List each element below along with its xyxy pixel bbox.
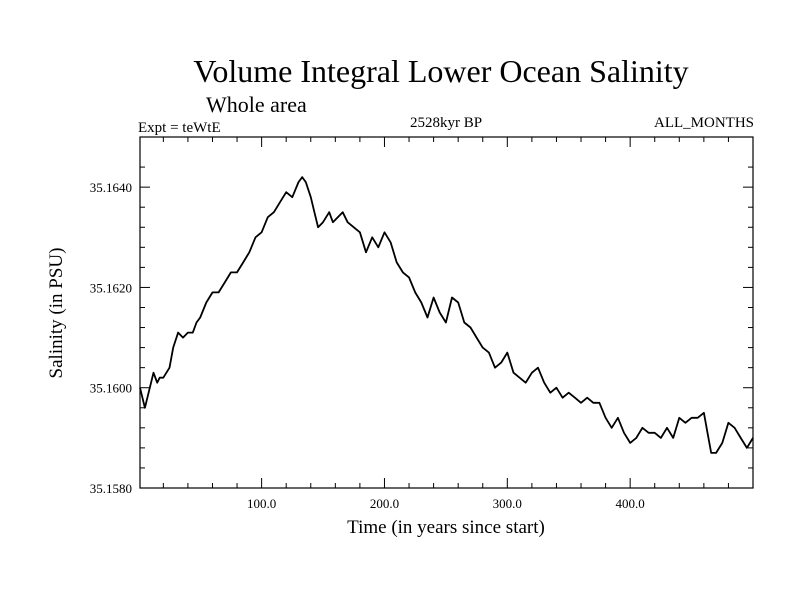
chart-subtitle: Whole area: [206, 92, 307, 117]
experiment-label: Expt = teWtE: [138, 120, 221, 136]
y-tick-label: 35.1580: [90, 481, 132, 496]
plot-frame: [139, 136, 754, 489]
x-tick-label: 400.0: [616, 496, 645, 511]
period-label: 2528kyr BP: [410, 115, 482, 131]
months-label: ALL_MONTHS: [654, 115, 754, 131]
x-tick-label: 100.0: [247, 496, 276, 511]
ticks: [140, 137, 753, 488]
y-axis-label: Salinity (in PSU): [46, 248, 67, 379]
x-tick-label: 300.0: [493, 496, 522, 511]
y-tick-label: 35.1640: [90, 180, 132, 195]
chart-title: Volume Integral Lower Ocean Salinity: [193, 53, 688, 89]
y-tick-label: 35.1620: [90, 280, 132, 295]
x-tick-label: 200.0: [370, 496, 399, 511]
y-tick-label: 35.1600: [90, 381, 132, 396]
x-axis-label: Time (in years since start): [347, 517, 545, 538]
salinity-series-line: [139, 176, 754, 454]
tick-labels: 100.0 200.0 300.0 400.0 35.1580 35.1600 35.162…: [90, 180, 645, 511]
